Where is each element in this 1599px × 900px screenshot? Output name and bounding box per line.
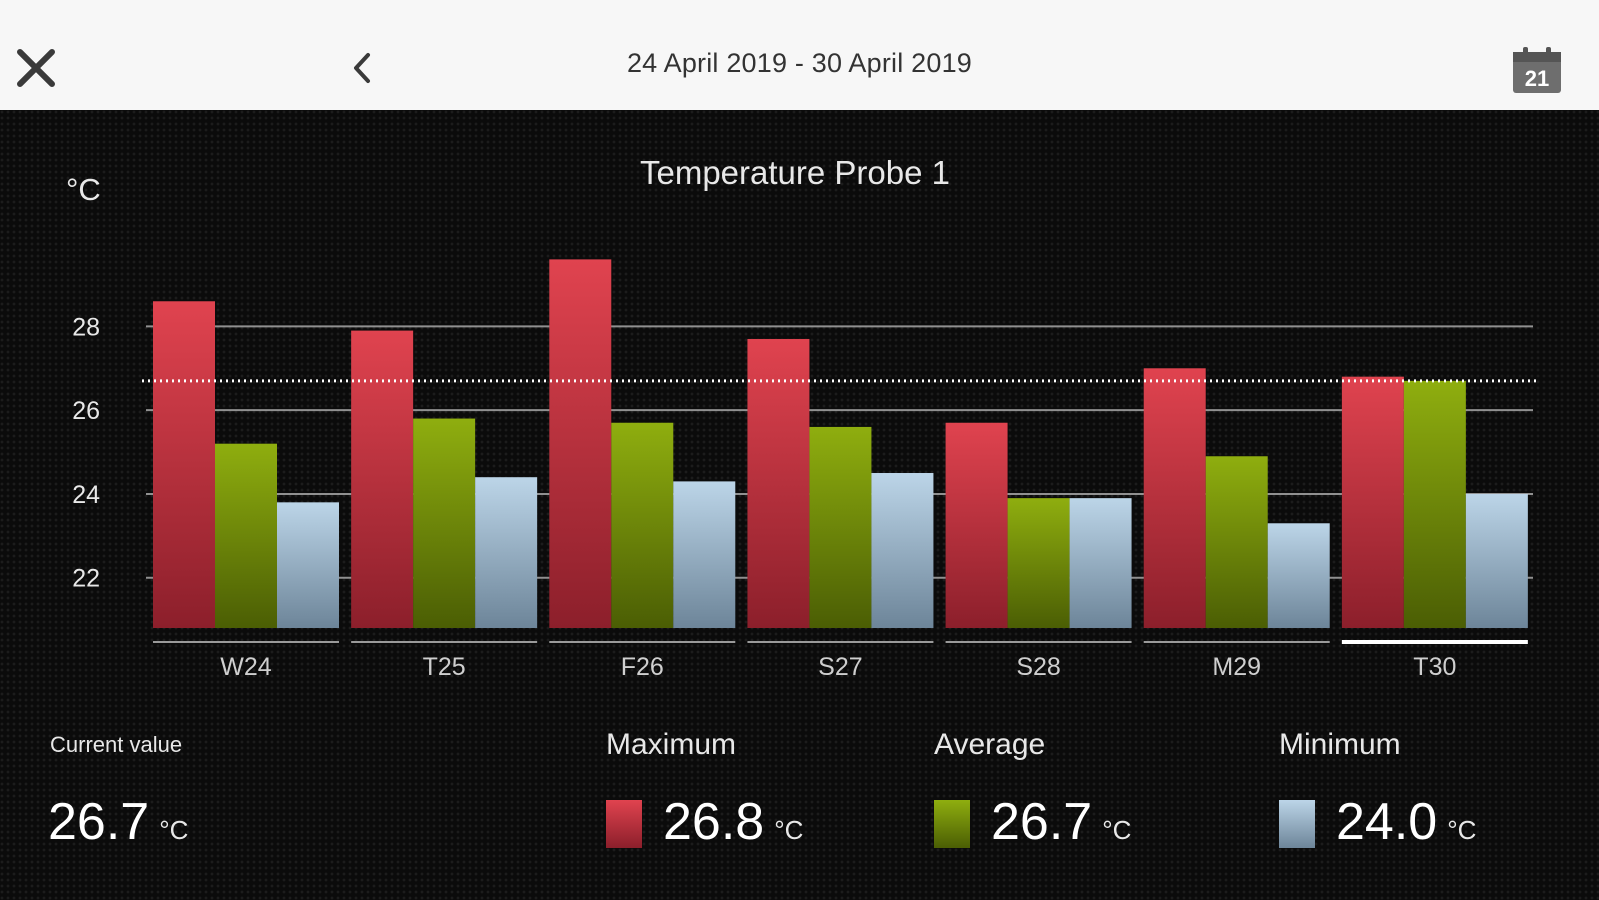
current-value-unit: °C [159, 815, 189, 845]
bar-maximum [1341, 376, 1404, 628]
bar-minimum [277, 502, 339, 628]
bar-maximum [549, 259, 612, 628]
current-value-label: Current value [50, 732, 183, 757]
x-tick-label: T25 [423, 653, 466, 681]
minimum-value: 24.0 °C [1336, 792, 1476, 852]
maximum-value: 26.8 °C [663, 792, 803, 852]
chart-panel: Temperature Probe 1 °C 22 24 26 28 W24 T25 F2… [0, 110, 1599, 900]
bar-maximum [747, 338, 810, 628]
bar-maximum [1143, 368, 1206, 628]
minimum-label: Minimum [1279, 728, 1401, 761]
average-value-number: 26.7 [991, 793, 1093, 851]
y-tick-label: 24 [72, 481, 100, 509]
minimum-swatch [1279, 800, 1315, 848]
bar-average [413, 418, 476, 628]
x-tick-label: S27 [818, 653, 862, 681]
average-label: Average [934, 728, 1046, 761]
bar-minimum [1267, 523, 1330, 628]
bar-average [1007, 498, 1070, 628]
calendar-day-number: 21 [1525, 66, 1549, 91]
average-swatch [934, 800, 970, 848]
close-button[interactable] [14, 46, 58, 90]
y-axis-label: °C [66, 172, 101, 207]
average-value: 26.7 °C [991, 792, 1131, 852]
x-tick-label: W24 [220, 653, 272, 681]
chevron-left-icon [354, 53, 370, 83]
chart-title: Temperature Probe 1 [640, 154, 950, 191]
bar-maximum [945, 422, 1008, 628]
maximum-value-unit: °C [774, 815, 804, 845]
x-tick-label: M29 [1212, 653, 1261, 681]
minimum-value-unit: °C [1447, 815, 1477, 845]
bar-minimum [871, 473, 934, 628]
bar-average [611, 422, 674, 628]
calendar-icon: 21 [1513, 47, 1561, 93]
y-tick-label: 26 [72, 397, 100, 425]
close-icon [17, 49, 55, 87]
bar-minimum [475, 477, 538, 628]
y-tick-label: 28 [72, 313, 100, 341]
y-tick-label: 22 [72, 565, 100, 593]
maximum-label: Maximum [606, 728, 737, 761]
x-tick-label: S28 [1016, 653, 1060, 681]
bar-minimum [1069, 498, 1132, 628]
maximum-swatch [606, 800, 642, 848]
calendar-button[interactable]: 21 [1512, 46, 1562, 94]
temperature-chart: Temperature Probe 1 °C 22 24 26 28 W24 T25 F2… [66, 154, 1539, 681]
bar-average [809, 426, 872, 628]
average-value-unit: °C [1102, 815, 1132, 845]
bar-average [1403, 380, 1466, 628]
x-tick-label: T30 [1413, 653, 1456, 681]
bar-average [1205, 456, 1268, 628]
current-value: 26.7 °C [48, 792, 188, 852]
minimum-value-number: 24.0 [1336, 793, 1438, 851]
x-tick-label: F26 [621, 653, 664, 681]
date-range: 24 April 2019 - 30 April 2019 [626, 48, 973, 78]
current-value-number: 26.7 [48, 793, 150, 851]
maximum-value-number: 26.8 [663, 793, 765, 851]
bar-maximum [351, 330, 414, 628]
bar-minimum [673, 481, 736, 628]
bar-minimum [1465, 493, 1528, 628]
top-bar: 24 April 2019 - 30 April 2019 21 [0, 0, 1599, 111]
bar-maximum [153, 301, 215, 628]
previous-week-button[interactable] [348, 50, 376, 86]
bar-average [215, 443, 277, 628]
